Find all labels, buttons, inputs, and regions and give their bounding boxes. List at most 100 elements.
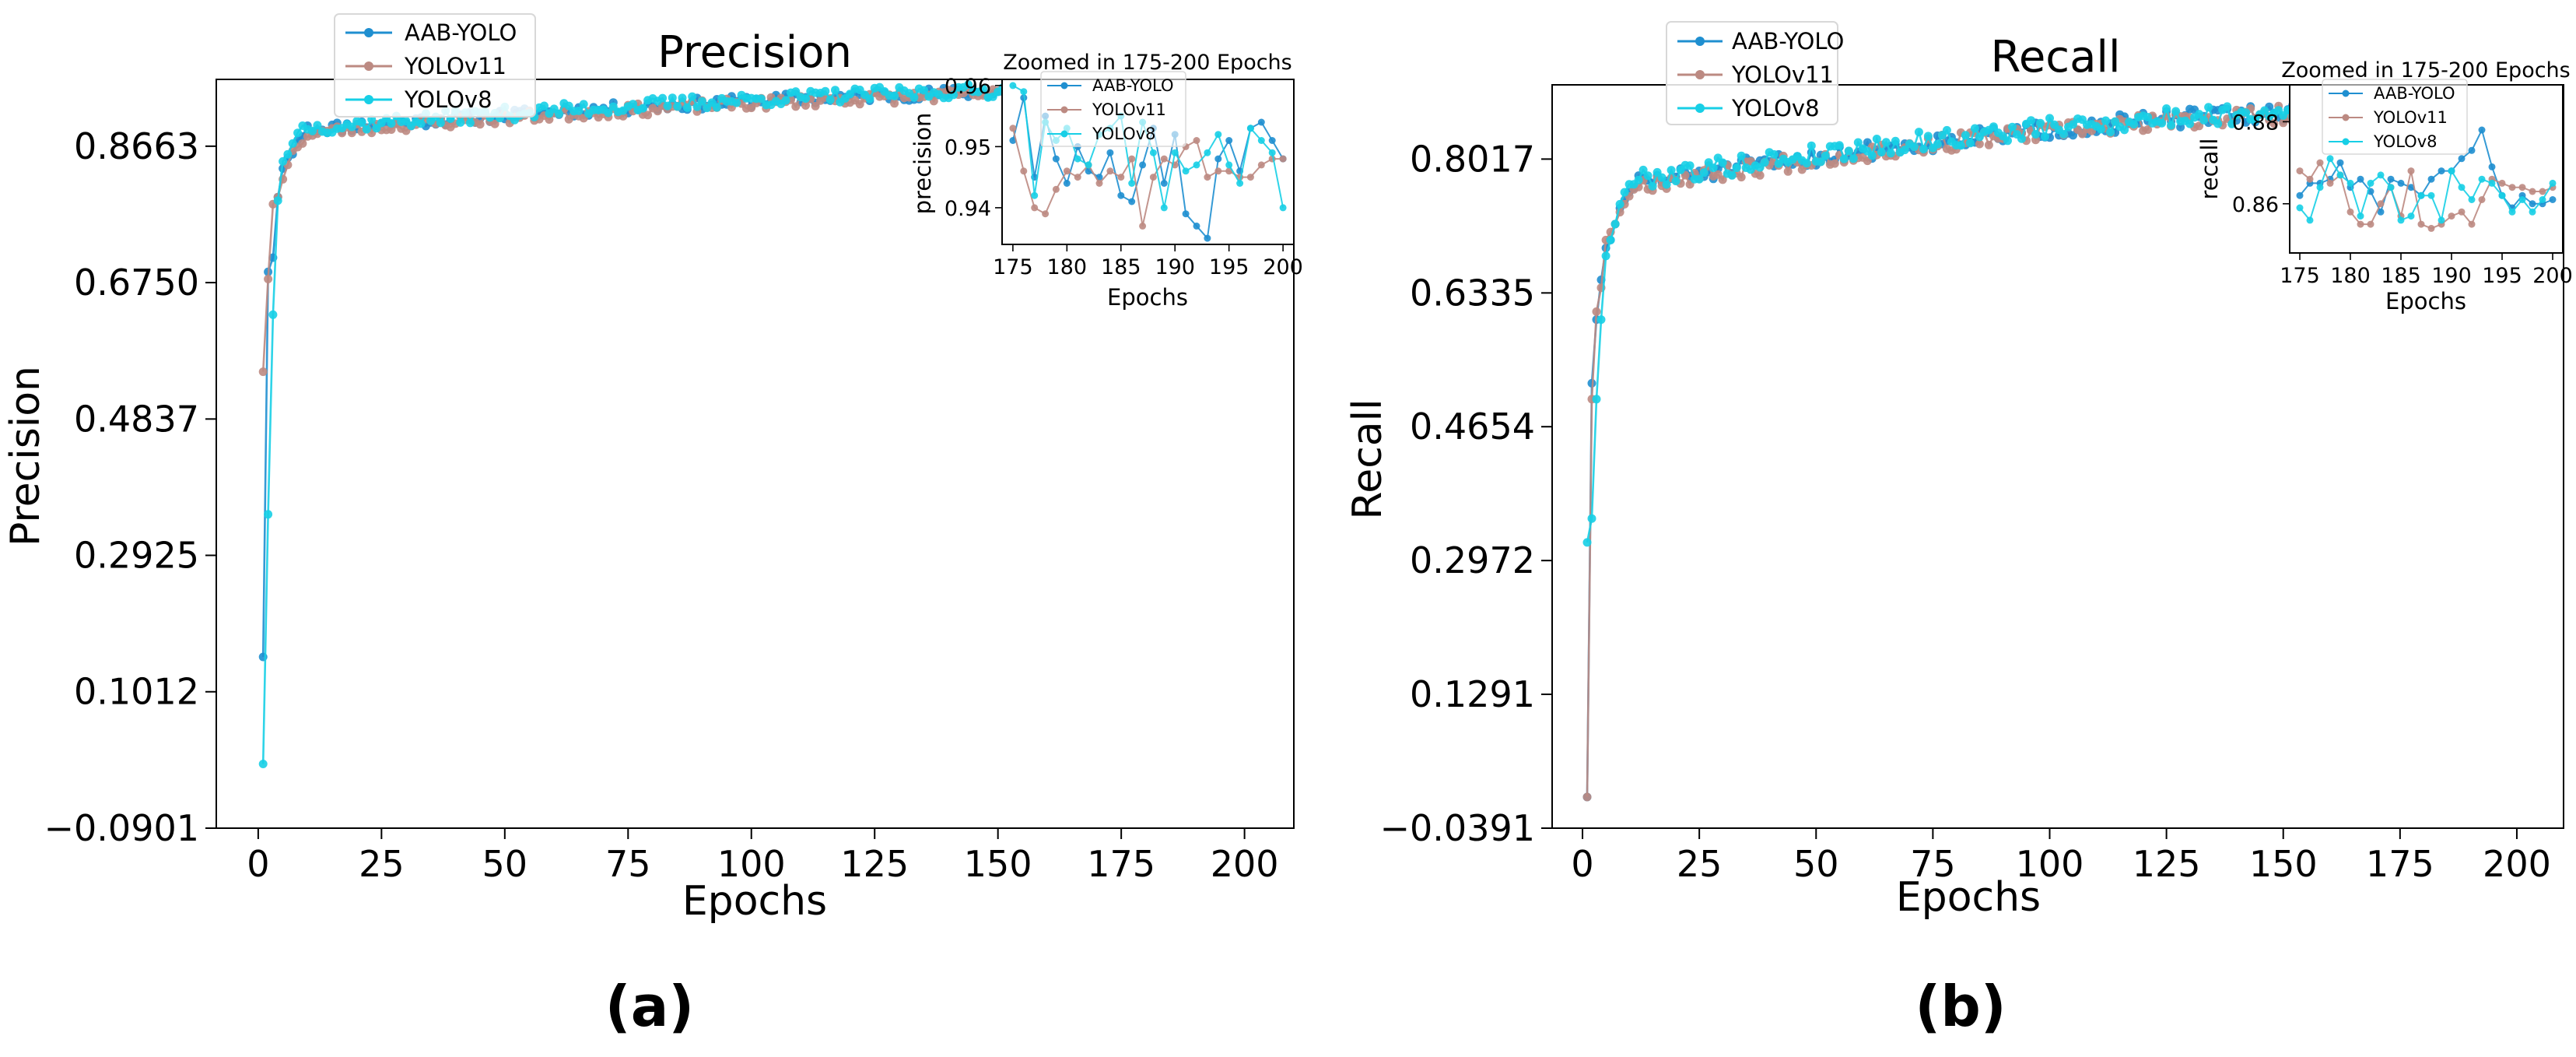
precision-y-axis-label: Precision (2, 366, 49, 546)
recall-inset-point-aab-yolo (2438, 167, 2445, 175)
precision-inset-y-ticks: 0.94 0.95 0.96 (945, 75, 1002, 221)
recall-inset-legend-box (2322, 79, 2468, 155)
recall-inset-point-yolov11 (2417, 220, 2425, 228)
inset-legend-label-aab-yolo: AAB-YOLO (1092, 76, 1174, 95)
legend-label-yolov8: YOLOv8 (1731, 95, 1820, 121)
precision-point-yolov8 (791, 87, 801, 97)
precision-plot-frame (216, 79, 1295, 829)
precision-point-yolov8 (579, 100, 588, 109)
precision-inset-point-yolov8 (1246, 125, 1254, 132)
recall-inset-point-yolov11 (2508, 184, 2516, 191)
recall-point-yolov8 (1909, 142, 1919, 152)
recall-inset-point-aab-yolo (2397, 179, 2405, 187)
precision-x-tick-label: 175 (1087, 843, 1155, 885)
recall-point-yolov8 (1643, 171, 1652, 181)
inset-legend-marker-aab-yolo (2342, 90, 2350, 97)
legend-marker-yolov8 (364, 95, 373, 104)
precision-point-yolov8 (387, 119, 396, 128)
precision-inset-point-aab-yolo (1225, 137, 1233, 144)
precision-point-yolov8 (283, 149, 293, 159)
precision-inset-point-aab-yolo (1257, 118, 1265, 126)
recall-inset-title: Zoomed in 175-200 Epochs (2281, 58, 2571, 83)
recall-point-yolov11 (1830, 159, 1839, 168)
recall-inset-point-aab-yolo (2357, 175, 2364, 183)
precision-point-yolov8 (865, 94, 874, 104)
precision-point-yolov8 (678, 93, 687, 103)
precision-inset-point-yolov8 (1268, 149, 1276, 156)
recall-point-yolov8 (1685, 161, 1695, 170)
recall-point-yolov8 (1582, 538, 1592, 547)
recall-point-yolov8 (1727, 170, 1737, 180)
legend-marker-yolov8 (1695, 104, 1705, 113)
recall-point-yolov8 (2195, 110, 2204, 119)
recall-inset-x-tick-label: 175 (2280, 264, 2320, 288)
precision-point-yolov8 (258, 760, 268, 768)
precision-point-yolov8 (663, 101, 672, 111)
recall-point-yolov11 (2143, 125, 2153, 134)
recall-point-yolov8 (2199, 115, 2209, 125)
precision-inset-point-yolov8 (1214, 131, 1222, 139)
recall-point-yolov8 (2241, 108, 2251, 118)
recall-point-yolov8 (1596, 315, 1606, 325)
recall-inset-point-yolov8 (2377, 171, 2385, 179)
precision-point-yolov8 (540, 101, 548, 111)
legend-marker-aab-yolo (364, 28, 373, 37)
recall-point-yolov8 (1648, 181, 1657, 191)
precision-x-tick-label: 0 (247, 843, 269, 885)
precision-point-yolov11 (298, 139, 307, 148)
recall-point-yolov8 (1592, 395, 1601, 404)
recall-inset-point-yolov8 (2397, 216, 2405, 224)
recall-inset-point-yolov11 (2478, 196, 2486, 203)
recall-inset-x-ticks: 175 180 185 190 195 200 (2280, 253, 2573, 288)
precision-inset-x-ticks: 175 180 185 190 195 200 (993, 244, 1303, 279)
precision-inset-y-tick-label: 0.94 (945, 197, 991, 221)
precision-point-yolov8 (293, 128, 303, 138)
recall-inset-point-yolov8 (2357, 212, 2364, 220)
recall-x-tick-label: 125 (2133, 843, 2201, 885)
recall-inset-point-aab-yolo (2458, 155, 2466, 163)
precision-point-yolov8 (456, 118, 465, 127)
recall-inset-series-marks (2296, 126, 2557, 232)
recall-x-tick-label: 200 (2483, 843, 2551, 885)
recall-inset-point-yolov8 (2478, 175, 2486, 183)
precision-point-yolov11 (264, 275, 273, 283)
panel-precision: −0.0901 0.1012 0.2925 0.4837 0.6750 0.8663 0 2… (2, 13, 1303, 1039)
precision-x-tick-label: 100 (717, 843, 786, 885)
recall-legend-box (1666, 21, 1838, 125)
precision-inset-point-yolov11 (1128, 155, 1136, 163)
precision-inset-point-yolov11 (1031, 204, 1039, 212)
recall-inset-x-tick-label: 180 (2330, 264, 2371, 288)
precision-point-yolov8 (825, 95, 835, 104)
precision-y-tick-label: 0.1012 (74, 671, 199, 713)
precision-inset-point-aab-yolo (1128, 198, 1136, 205)
recall-y-tick-label: 0.1291 (1410, 673, 1535, 715)
legend-label-aab-yolo: AAB-YOLO (1732, 28, 1844, 54)
recall-point-yolov8 (1835, 141, 1844, 150)
precision-inset-point-yolov11 (1214, 167, 1222, 175)
recall-x-tick-label: 75 (1910, 843, 1956, 885)
precision-inset-point-yolov8 (1279, 204, 1287, 212)
recall-x-tick-label: 150 (2249, 843, 2318, 885)
recall-inset-point-yolov8 (2539, 196, 2546, 203)
precision-inset-point-yolov11 (1020, 167, 1028, 175)
precision-inset-title: Zoomed in 175-200 Epochs (1003, 51, 1292, 75)
recall-inset-point-yolov8 (2417, 191, 2425, 199)
recall-point-yolov11 (1718, 175, 1727, 184)
precision-inset-x-tick-label: 190 (1155, 255, 1195, 279)
recall-point-yolov8 (1662, 180, 1671, 189)
recall-inset-point-yolov8 (2468, 196, 2476, 203)
recall-inset-point-yolov8 (2508, 208, 2516, 216)
precision-point-yolov8 (604, 108, 613, 118)
recall-plot-frame (1551, 84, 2564, 829)
precision-point-yolov8 (264, 510, 273, 519)
precision-point-yolov8 (273, 196, 282, 205)
precision-point-yolov8 (288, 139, 297, 148)
precision-inset-point-aab-yolo (1063, 180, 1071, 187)
recall-x-tick-label: 25 (1677, 843, 1723, 885)
precision-inset-x-axis-label: Epochs (1107, 284, 1188, 311)
precision-inset-point-yolov8 (1149, 149, 1157, 156)
recall-inset-point-yolov8 (2427, 191, 2435, 199)
precision-inset-point-yolov11 (1257, 161, 1265, 169)
precision-inset-point-yolov8 (1204, 149, 1211, 156)
